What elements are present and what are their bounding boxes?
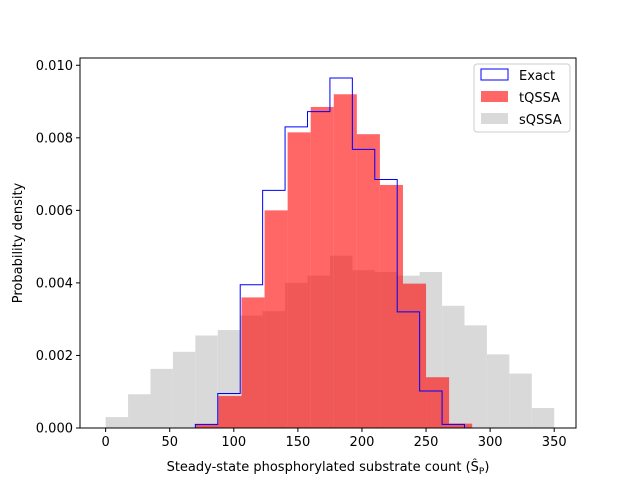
legend-label-sqssa: sQSSA [519, 113, 562, 128]
tqssa-bar [357, 134, 380, 428]
tqssa-bar [265, 210, 288, 428]
y-tick-label: 0.010 [36, 59, 73, 74]
tqssa-bar [241, 297, 264, 428]
x-tick-label: 150 [285, 435, 310, 450]
tqssa-bar [195, 424, 218, 428]
legend-label-tqssa: tQSSA [519, 91, 560, 106]
tqssa-bar [218, 396, 241, 428]
legend: Exact tQSSA sQSSA [474, 64, 570, 132]
x-tick-label: 300 [478, 435, 503, 450]
x-tick-label: 100 [221, 435, 246, 450]
x-tick-label: 250 [414, 435, 439, 450]
sqssa-bar [128, 394, 150, 428]
legend-label-exact: Exact [519, 69, 555, 84]
sqssa-bar [509, 374, 531, 428]
sqssa-bar [532, 408, 554, 428]
sqssa-bar [150, 369, 172, 428]
sqssa-bar [173, 352, 195, 428]
tqssa-bar [403, 284, 426, 428]
x-axis-title-end: ) [484, 460, 489, 475]
y-tick-label: 0.002 [36, 349, 73, 364]
sqssa-bar [106, 417, 128, 428]
tqssa-bar [380, 185, 403, 428]
y-tick-label: 0.006 [36, 204, 73, 219]
y-axis-title: Probability density [11, 182, 26, 303]
y-tick-label: 0.004 [36, 276, 73, 291]
x-axis-title: Steady-state phosphorylated substrate co… [167, 459, 490, 477]
x-axis-title-main: Steady-state phosphorylated substrate co… [167, 459, 479, 475]
x-tick-label: 350 [542, 435, 567, 450]
legend-swatch-tqssa [481, 91, 508, 102]
tqssa-bar [311, 107, 334, 428]
legend-swatch-sqssa [481, 113, 508, 124]
sqssa-bar [487, 354, 509, 428]
y-tick-label: 0.000 [36, 422, 73, 437]
x-tick-label: 50 [161, 435, 178, 450]
tqssa-bar [288, 132, 311, 428]
tqssa-bar [334, 94, 357, 428]
y-tick-label: 0.008 [36, 131, 73, 146]
tqssa-bar [426, 377, 449, 428]
x-tick-label: 0 [101, 435, 109, 450]
sqssa-bar [195, 336, 217, 429]
sqssa-bar [464, 325, 486, 428]
x-tick-label: 200 [350, 435, 375, 450]
